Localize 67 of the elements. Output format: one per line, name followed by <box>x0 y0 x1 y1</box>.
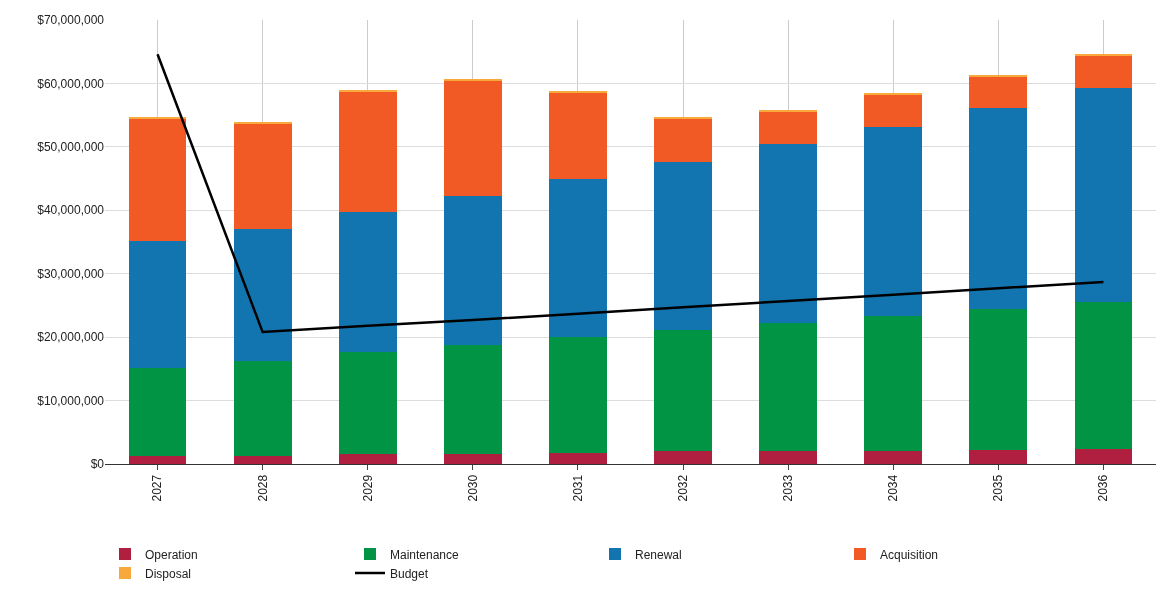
x-tick-label: 2036 <box>1096 474 1111 502</box>
bar <box>864 450 923 464</box>
bar <box>233 228 292 361</box>
legend-label: Budget <box>390 566 429 581</box>
y-tick-label: $30,000,000 <box>37 266 105 281</box>
line-series <box>156 53 1105 334</box>
y-tick-label: $60,000,000 <box>37 76 105 91</box>
bar <box>338 453 397 464</box>
x-tick-label: 2027 <box>150 474 165 502</box>
bar <box>443 344 502 454</box>
x-tick-label: 2028 <box>255 474 270 502</box>
legend-label: Operation <box>145 547 198 562</box>
bar <box>128 368 187 456</box>
bar <box>338 89 397 92</box>
bar <box>654 118 712 163</box>
bar <box>864 94 923 127</box>
bar <box>654 330 712 452</box>
y-tick-label: $0 <box>90 457 105 472</box>
y-tick-label: $20,000,000 <box>37 330 105 345</box>
x-tick-label: 2030 <box>465 474 480 502</box>
bar <box>759 144 818 324</box>
bar <box>338 352 397 454</box>
x-tick-label: 2033 <box>781 474 796 502</box>
bar <box>969 309 1028 451</box>
bar <box>1074 87 1133 302</box>
bar <box>1074 448 1133 464</box>
bar <box>759 111 818 145</box>
bar <box>338 211 397 353</box>
bar <box>549 92 607 179</box>
x-tick-label: 2032 <box>675 474 690 502</box>
bar <box>759 323 818 452</box>
x-tick-label: 2034 <box>886 474 901 502</box>
bar <box>864 316 923 451</box>
bar <box>549 452 607 464</box>
bar <box>443 195 502 345</box>
bar <box>1074 55 1133 88</box>
bar <box>128 241 187 369</box>
bar <box>443 78 502 81</box>
bar <box>759 451 818 464</box>
bar <box>443 453 502 464</box>
bar <box>654 162 712 331</box>
y-tick-label: $10,000,000 <box>37 393 105 408</box>
bar <box>969 108 1028 310</box>
bar <box>338 91 397 212</box>
x-tick-label: 2029 <box>360 474 375 502</box>
bar <box>969 450 1028 464</box>
y-tick-label: $70,000,000 <box>37 13 105 28</box>
y-tick-label: $40,000,000 <box>37 203 105 218</box>
bar <box>969 76 1028 109</box>
bar <box>128 118 187 242</box>
y-tick-label: $50,000,000 <box>37 140 105 155</box>
bar <box>443 80 502 196</box>
x-tick-label: 2035 <box>991 474 1006 502</box>
bar <box>233 455 292 464</box>
x-tick-label: 2031 <box>570 474 585 502</box>
bar <box>233 360 292 456</box>
bar <box>1074 301 1133 449</box>
bar <box>654 451 712 464</box>
bar <box>864 126 923 317</box>
legend-label: Disposal <box>145 566 192 581</box>
bar <box>549 178 607 338</box>
legend-label: Renewal <box>635 547 682 562</box>
bar <box>233 123 292 229</box>
legend-label: Acquisition <box>880 547 939 562</box>
bar <box>549 337 607 453</box>
bar <box>128 455 187 464</box>
legend-label: Maintenance <box>390 547 460 562</box>
